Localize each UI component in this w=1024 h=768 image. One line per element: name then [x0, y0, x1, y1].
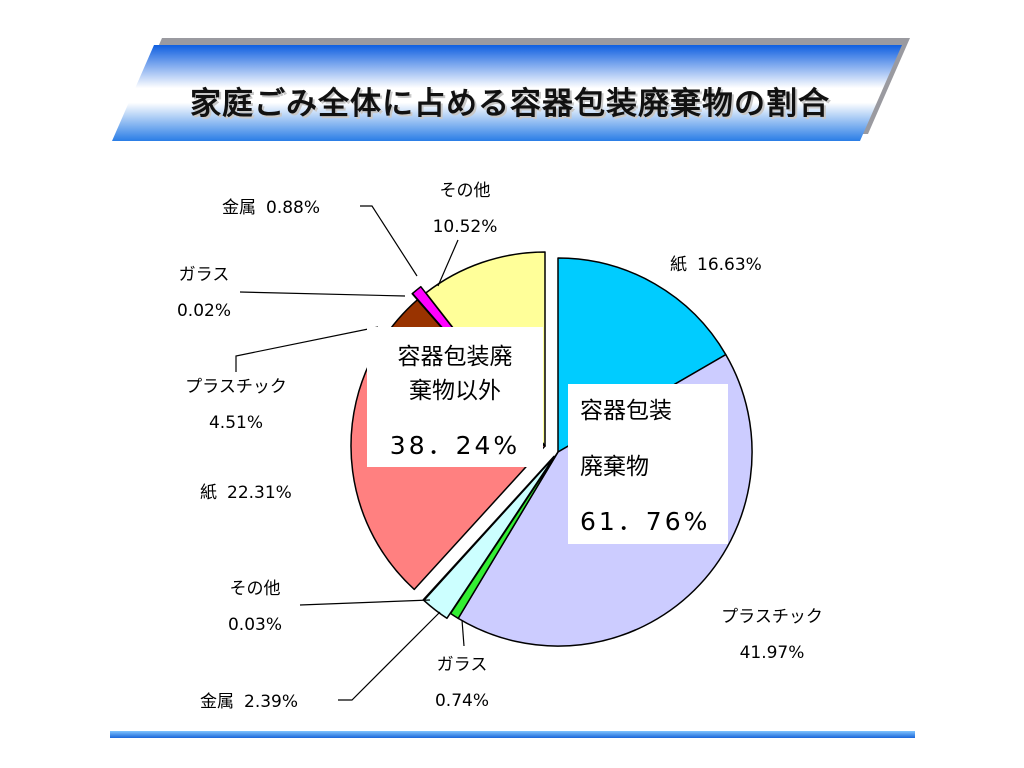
label-glass-other-name: ガラス: [179, 265, 230, 285]
title-banner: [112, 38, 910, 141]
group-label-packaging-line1: 容器包装: [580, 398, 672, 424]
label-glass-pkg-value: 0.74%: [435, 691, 489, 711]
leader-line-glass-pkg: [461, 619, 465, 647]
label-paper-other: 紙 22.31%: [200, 483, 292, 503]
label-other-other-value: 10.52%: [433, 217, 498, 237]
group-percent-packaging: 61．76%: [580, 507, 710, 536]
group-label-non-packaging-line2: 棄物以外: [409, 378, 501, 404]
leader-line-plastic-other: [235, 326, 379, 372]
leader-line-other-other: [437, 239, 459, 287]
label-other-other-name: その他: [440, 181, 491, 201]
group-label-packaging-line2: 廃棄物: [580, 454, 649, 480]
group-box-non-packaging: 容器包装廃 棄物以外 38．24%: [367, 327, 543, 467]
label-paper-pkg: 紙 16.63%: [670, 255, 762, 275]
label-metal-other: 金属 0.88%: [222, 198, 320, 218]
group-label-non-packaging-line1: 容器包装廃: [398, 344, 513, 370]
label-metal-pkg: 金属 2.39%: [200, 692, 298, 712]
leader-line-metal-pkg: [338, 611, 441, 701]
label-plastic-pkg-name: プラスチック: [721, 607, 823, 627]
label-plastic-pkg-value: 41.97%: [740, 643, 805, 663]
leader-line-other-pkg: [299, 599, 431, 606]
label-plastic-other-name: プラスチック: [185, 377, 287, 397]
label-other-pkg-name: その他: [230, 579, 281, 599]
group-percent-non-packaging: 38．24%: [390, 431, 520, 460]
chart-title: 家庭ごみ全体に占める容器包装廃棄物の割合: [190, 85, 830, 122]
label-glass-pkg-name: ガラス: [437, 655, 488, 675]
group-box-packaging: 容器包装 廃棄物 61．76%: [568, 384, 728, 544]
leader-line-glass-other: [239, 291, 406, 297]
label-plastic-other-value: 4.51%: [209, 413, 263, 433]
label-other-pkg-value: 0.03%: [228, 615, 282, 635]
label-glass-other-value: 0.02%: [177, 301, 231, 321]
leader-line-metal-other: [360, 205, 418, 277]
bottom-bar: [110, 731, 915, 738]
